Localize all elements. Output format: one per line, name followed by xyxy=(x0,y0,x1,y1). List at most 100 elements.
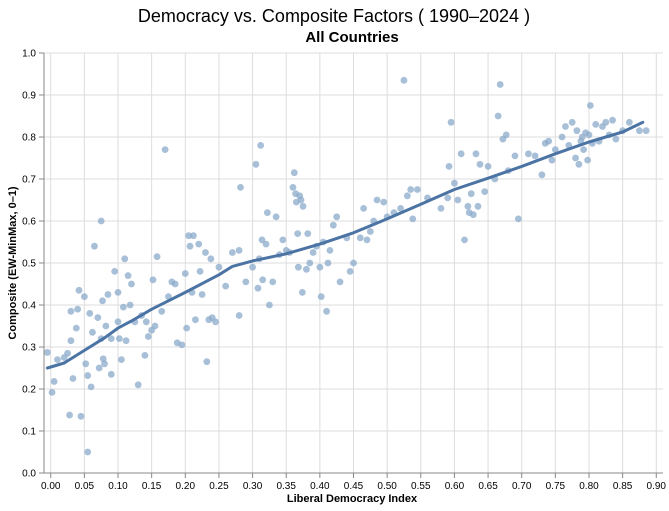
scatter-point xyxy=(181,270,189,277)
scatter-point xyxy=(119,303,127,311)
scatter-point xyxy=(380,198,388,206)
x-tick-label: 0.85 xyxy=(613,481,633,492)
scatter-point xyxy=(75,286,83,294)
y-tick-label: 0.1 xyxy=(22,427,36,438)
scatter-point xyxy=(625,118,633,126)
y-tick-label: 0.9 xyxy=(22,91,36,102)
scatter-point xyxy=(67,307,75,315)
x-tick-label: 0.25 xyxy=(209,481,229,492)
scatter-point xyxy=(128,280,135,288)
x-tick-label: 0.75 xyxy=(546,481,566,492)
scatter-point xyxy=(269,278,277,286)
scatter-point xyxy=(317,293,325,300)
scatter-point xyxy=(257,142,265,149)
scatter-point xyxy=(454,196,462,204)
scatter-point xyxy=(84,372,92,379)
scatter-point xyxy=(189,232,197,240)
scatter-point xyxy=(114,289,122,296)
scatter-point xyxy=(642,127,650,135)
scatter-point xyxy=(207,255,215,263)
y-tick-label: 0.0 xyxy=(22,469,36,480)
scatter-point xyxy=(107,335,115,342)
scatter-point xyxy=(122,337,130,345)
scatter-point xyxy=(80,293,88,300)
scatter-point xyxy=(66,411,73,419)
scatter-point xyxy=(299,202,307,210)
scatter-point xyxy=(414,186,421,193)
scatter-point xyxy=(235,312,243,319)
scatter-point xyxy=(403,192,411,200)
scatter-point xyxy=(586,102,594,109)
scatter-point xyxy=(89,328,96,336)
scatter-point xyxy=(195,240,203,248)
scatter-point xyxy=(87,383,95,391)
scatter-point xyxy=(447,118,455,126)
scatter-point xyxy=(494,112,502,120)
scatter-points xyxy=(43,76,650,456)
scatter-point xyxy=(407,186,415,193)
scatter-point xyxy=(580,146,588,154)
scatter-point xyxy=(254,284,262,292)
scatter-point xyxy=(298,289,306,296)
scatter-point xyxy=(84,448,92,456)
scatter-point xyxy=(124,272,132,279)
scatter-point xyxy=(572,154,579,162)
scatter-point xyxy=(481,188,489,196)
scatter-point xyxy=(568,118,576,126)
scatter-point xyxy=(316,263,324,271)
y-axis-label: Composite (EW-MinMax, 0–1) xyxy=(7,186,19,340)
scatter-point xyxy=(309,249,317,256)
chart-subtitle: All Countries xyxy=(305,29,398,46)
axes: 0.00 0.05 0.10 0.15 0.20 0.25 0.30 0.35 0.40 0.45… xyxy=(22,49,666,493)
scatter-point xyxy=(48,388,56,396)
x-tick-label: 0.00 xyxy=(41,481,61,492)
scatter-point xyxy=(144,333,152,340)
scatter-point xyxy=(186,242,194,250)
scatter-point xyxy=(472,150,480,158)
scatter-point xyxy=(363,236,371,244)
scatter-point xyxy=(258,236,266,244)
x-tick-label: 0.20 xyxy=(176,481,196,492)
scatter-point xyxy=(228,249,236,256)
scatter-point xyxy=(265,301,273,309)
x-tick-label: 0.50 xyxy=(377,481,397,492)
scatter-point xyxy=(91,242,98,250)
scatter-point xyxy=(97,217,105,225)
y-tick-label: 0.7 xyxy=(22,175,36,186)
scatter-point xyxy=(191,316,199,324)
x-tick-label: 0.70 xyxy=(512,481,532,492)
scatter-point xyxy=(304,230,312,238)
scatter-point xyxy=(202,249,209,256)
scatter-point xyxy=(101,360,108,368)
scatter-point xyxy=(151,322,159,330)
scatter-point xyxy=(115,335,123,342)
scatter-point xyxy=(161,146,169,154)
scatter-point xyxy=(445,163,453,170)
scatter-point xyxy=(126,301,134,309)
scatter-point xyxy=(203,358,211,366)
scatter-point xyxy=(252,160,260,168)
scatter-point xyxy=(366,228,374,235)
scatter-point xyxy=(356,234,364,242)
x-tick-label: 0.15 xyxy=(142,481,162,492)
scatter-point xyxy=(584,156,592,164)
scatter-point xyxy=(117,356,125,363)
scatter-point xyxy=(333,213,341,221)
scatter-point xyxy=(336,278,344,286)
x-tick-label: 0.10 xyxy=(108,481,128,492)
scatter-point xyxy=(294,263,302,271)
scatter-point xyxy=(324,259,332,267)
x-axis-label: Liberal Democracy Index xyxy=(287,493,418,505)
scatter-point xyxy=(114,318,122,326)
scatter-point xyxy=(467,190,475,198)
scatter-point xyxy=(94,314,102,321)
scatter-point xyxy=(323,307,330,315)
scatter-point xyxy=(329,221,337,229)
scatter-point xyxy=(242,278,250,286)
scatter-point xyxy=(437,205,445,212)
scatter-point xyxy=(531,152,539,160)
scatter-point xyxy=(464,202,472,210)
scatter-point xyxy=(514,215,522,223)
chart-title: Democracy vs. Composite Factors ( 1990–2… xyxy=(138,6,530,26)
scatter-point xyxy=(196,268,204,275)
